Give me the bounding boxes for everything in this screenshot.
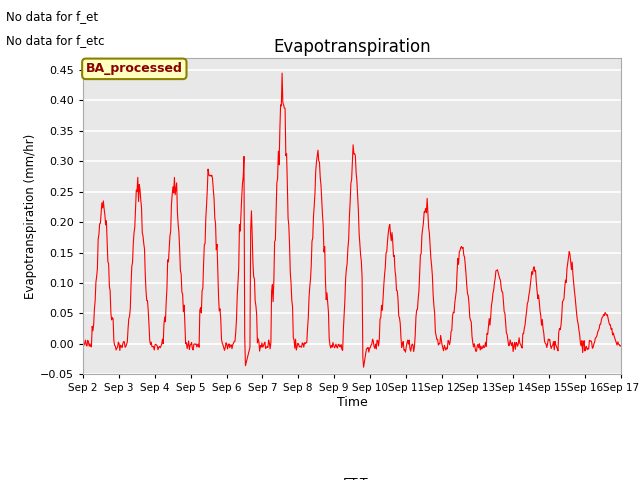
Text: No data for f_et: No data for f_et <box>6 10 99 23</box>
Text: BA_processed: BA_processed <box>86 62 183 75</box>
Text: No data for f_etc: No data for f_etc <box>6 34 105 47</box>
Legend: ET-Tower: ET-Tower <box>302 472 402 480</box>
X-axis label: Time: Time <box>337 396 367 409</box>
Y-axis label: Evapotranspiration (mm/hr): Evapotranspiration (mm/hr) <box>24 133 37 299</box>
Title: Evapotranspiration: Evapotranspiration <box>273 38 431 56</box>
